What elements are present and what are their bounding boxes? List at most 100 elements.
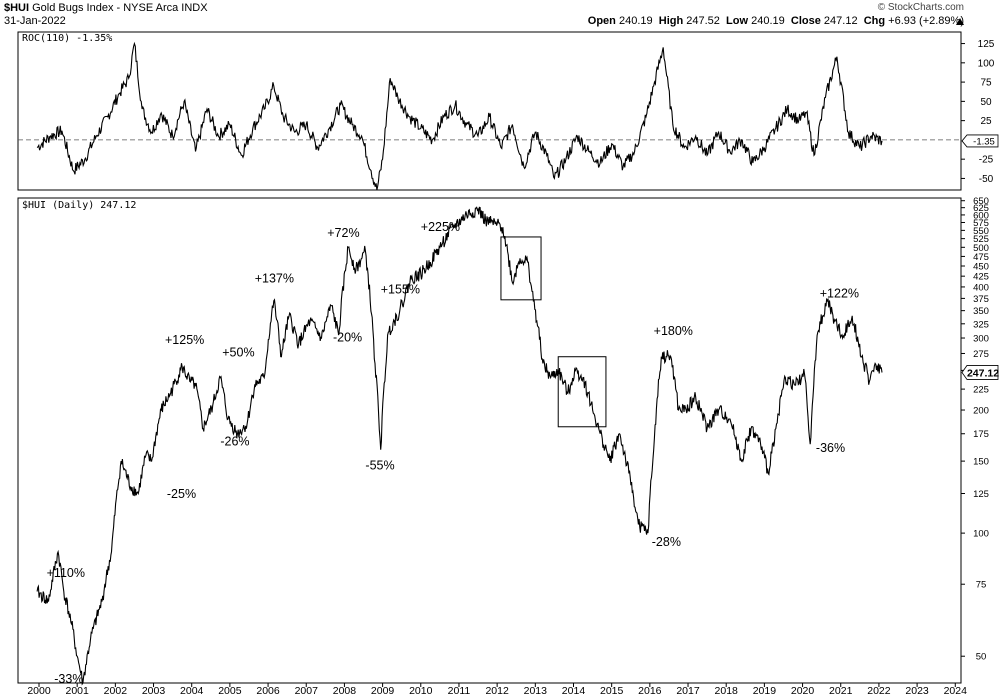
x-tick-label: 2016	[638, 685, 662, 697]
price-annotation: +137%	[255, 272, 294, 286]
highlight-box-1	[500, 236, 542, 301]
price-y-tick-label: 300	[973, 334, 989, 345]
price-annotation: +110%	[47, 566, 85, 580]
price-y-tick-label: 500	[973, 243, 989, 254]
header-symbol: $HUI	[4, 2, 30, 14]
price-y-tick-label: 225	[973, 385, 989, 396]
price-y-tick-label: 375	[973, 294, 989, 305]
x-tick-label: 2008	[333, 685, 357, 697]
roc-y-tick-label: 125	[978, 39, 995, 50]
x-tick-label: 2006	[256, 685, 280, 697]
x-tick-label: 2009	[371, 685, 395, 697]
x-tick-label: 2014	[562, 685, 586, 697]
price-y-tick-label: 600	[973, 210, 989, 221]
quote-high-label: High	[658, 15, 684, 27]
price-y-tick-label: 175	[973, 429, 989, 440]
price-y-tick-label: 650	[973, 196, 989, 207]
price-line	[36, 206, 883, 686]
price-annotation: +122%	[820, 286, 859, 300]
price-y-tick-label: 400	[973, 282, 989, 293]
header-date: 31-Jan-2022	[4, 15, 66, 27]
price-annotation: +72%	[327, 226, 359, 240]
price-y-tick-label: 625	[973, 203, 989, 214]
x-tick-label: 2002	[104, 685, 128, 697]
roc-y-tick-label: 100	[978, 58, 995, 69]
roc-panel-frame	[17, 31, 962, 191]
quote-open-value: 240.19	[618, 15, 653, 27]
roc-y-tick-label: 75	[980, 78, 992, 89]
price-y-tick-label: 550	[973, 226, 989, 237]
x-tick-label: 2007	[295, 685, 319, 697]
price-y-tick-label: 200	[973, 406, 989, 417]
price-y-tick-label: 350	[973, 306, 989, 317]
x-tick-label: 2005	[218, 685, 242, 697]
x-tick-label: 2010	[409, 685, 433, 697]
price-annotation: +180%	[654, 324, 693, 338]
roc-y-tick-label: -50	[979, 174, 994, 185]
quote-open-label: Open	[587, 15, 616, 27]
price-y-tick-label: 75	[976, 580, 987, 591]
price-annotation: -28%	[652, 535, 681, 549]
price-annotation: -36%	[816, 441, 845, 455]
price-panel-frame	[17, 197, 962, 684]
price-annotation: -26%	[220, 434, 249, 448]
price-annotation: +225%	[421, 220, 460, 234]
price-annotation: +155%	[381, 283, 420, 297]
price-annotation: -55%	[365, 459, 394, 473]
price-annotation: +125%	[165, 333, 204, 347]
price-y-tick-label: 275	[973, 349, 989, 360]
x-tick-label: 2003	[142, 685, 166, 697]
quote-change-value: +6.93 (+2.89%)	[888, 15, 964, 27]
x-tick-label: 2024	[944, 685, 968, 697]
price-y-tick-label: 100	[973, 529, 989, 540]
quote-summary: Open 240.19 High 247.52 Low 240.19 Close…	[588, 15, 964, 27]
x-tick-label: 2021	[829, 685, 853, 697]
roc-title: ROC(110) -1.35%	[22, 33, 112, 44]
header-index-name: Gold Bugs Index - NYSE Arca INDX	[32, 2, 208, 14]
price-last-value-label: 247.12	[967, 367, 999, 379]
roc-last-value-tag	[961, 134, 999, 148]
x-tick-label: 2012	[485, 685, 509, 697]
x-tick-label: 2019	[753, 685, 777, 697]
price-y-tick-label: 150	[973, 457, 989, 468]
quote-low-label: Low	[726, 15, 749, 27]
roc-line	[36, 41, 883, 191]
header-symbol-line: $HUI Gold Bugs Index - NYSE Arca INDX	[4, 2, 208, 14]
price-y-tick-label: 425	[973, 272, 989, 283]
price-y-tick-label: 525	[973, 234, 989, 245]
price-title: $HUI (Daily) 247.12	[22, 200, 136, 211]
x-tick-label: 2020	[791, 685, 815, 697]
x-tick-label: 2013	[524, 685, 548, 697]
roc-last-value-label: -1.35	[973, 136, 995, 147]
roc-y-tick-label: 50	[980, 97, 992, 108]
quote-high-value: 247.52	[686, 15, 720, 27]
x-tick-label: 2015	[600, 685, 624, 697]
x-tick-label: 2023	[905, 685, 929, 697]
stockcharts-credit: © StockCharts.com	[877, 2, 964, 13]
price-y-tick-label: 575	[973, 218, 989, 229]
price-y-tick-label: 50	[976, 652, 987, 663]
quote-change-label: Chg	[863, 15, 886, 27]
x-tick-label: 2004	[180, 685, 204, 697]
x-tick-label: 2001	[65, 685, 89, 697]
highlight-box-2	[557, 356, 607, 428]
quote-close-label: Close	[790, 15, 821, 27]
price-y-tick-label: 325	[973, 319, 989, 330]
price-y-tick-label: 475	[973, 252, 989, 263]
triangle-marker-icon	[956, 18, 964, 25]
price-last-value-tag	[961, 365, 999, 380]
price-annotation: +50%	[222, 346, 254, 360]
quote-low-value: 240.19	[751, 15, 785, 27]
x-tick-label: 2017	[676, 685, 700, 697]
price-annotation: -25%	[167, 487, 196, 501]
price-annotation: -33%	[54, 672, 83, 686]
roc-y-tick-label: -25	[979, 155, 994, 166]
x-tick-label: 2022	[867, 685, 891, 697]
price-y-tick-label: 125	[973, 489, 989, 500]
x-tick-label: 2000	[27, 685, 51, 697]
x-tick-label: 2018	[715, 685, 739, 697]
roc-y-tick-label: 25	[980, 116, 992, 127]
quote-close-value: 247.12	[823, 15, 858, 27]
price-y-tick-label: 450	[973, 262, 989, 273]
